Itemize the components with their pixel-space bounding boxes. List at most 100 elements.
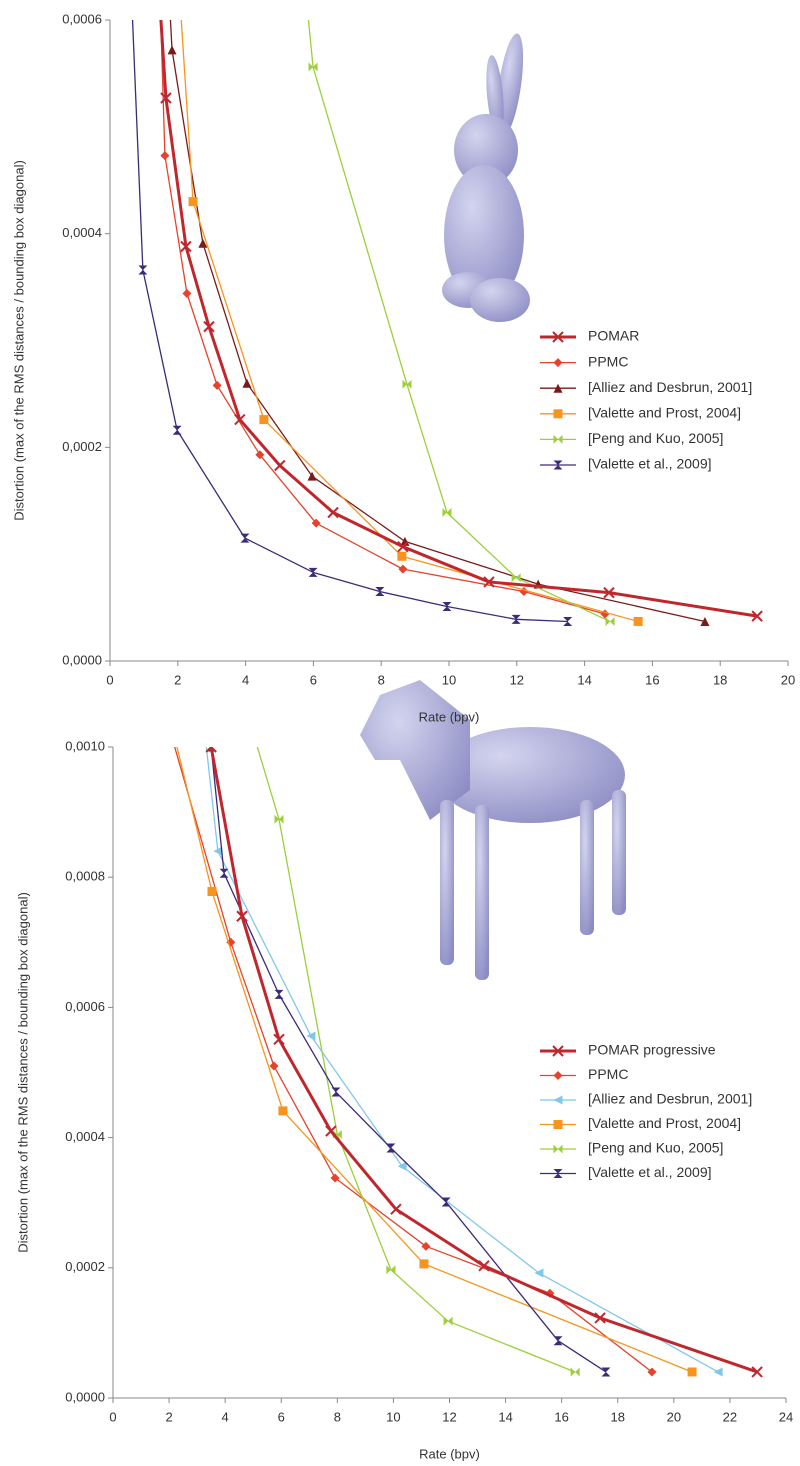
marker bbox=[402, 379, 412, 389]
legend-label: [Peng and Kuo, 2005] bbox=[588, 1140, 723, 1156]
marker bbox=[240, 533, 250, 543]
marker bbox=[242, 378, 252, 388]
x-tick-label: 12 bbox=[510, 672, 524, 687]
marker bbox=[274, 459, 286, 472]
legend-label: [Alliez and Desbrun, 2001] bbox=[588, 379, 752, 395]
series-line bbox=[307, 20, 611, 623]
marker bbox=[243, 710, 252, 719]
marker bbox=[327, 506, 339, 519]
marker bbox=[553, 383, 563, 393]
marker bbox=[375, 587, 385, 597]
x-tick-label: 24 bbox=[779, 1409, 793, 1424]
marker bbox=[398, 564, 408, 574]
marker bbox=[167, 45, 177, 55]
series-line bbox=[174, 747, 653, 1373]
x-tick-label: 6 bbox=[278, 1409, 285, 1424]
marker bbox=[180, 240, 192, 253]
marker bbox=[519, 587, 529, 597]
marker bbox=[198, 710, 207, 719]
legend-label: POMAR bbox=[588, 328, 639, 344]
legend-label: PPMC bbox=[588, 1066, 628, 1082]
marker bbox=[311, 518, 321, 528]
chart: 0 2 4 6 8 10 12 14 16 18 20 0,0000 0,0002 0,0004 0,000… bbox=[11, 11, 795, 724]
marker bbox=[553, 358, 563, 368]
marker bbox=[553, 1120, 563, 1129]
marker bbox=[713, 1367, 723, 1377]
y-tick-label: 0,0002 bbox=[62, 439, 102, 454]
marker bbox=[198, 238, 208, 248]
marker bbox=[594, 1312, 606, 1324]
plot-area bbox=[131, 20, 763, 626]
x-tick-label: 8 bbox=[334, 1409, 341, 1424]
x-tick-label: 4 bbox=[222, 1409, 229, 1424]
marker bbox=[563, 616, 573, 626]
marker bbox=[443, 1316, 453, 1326]
marker bbox=[160, 151, 170, 161]
legend-label: [Valette et al., 2009] bbox=[588, 456, 712, 472]
marker bbox=[160, 92, 172, 104]
marker bbox=[511, 573, 521, 583]
marker bbox=[605, 616, 615, 626]
x-tick-label: 14 bbox=[498, 1409, 512, 1424]
marker bbox=[534, 1268, 544, 1278]
series-line bbox=[256, 747, 576, 1373]
marker bbox=[553, 1071, 563, 1080]
marker bbox=[419, 1259, 429, 1269]
marker bbox=[421, 1241, 431, 1251]
marker bbox=[751, 610, 763, 622]
marker bbox=[138, 265, 148, 275]
horse-render bbox=[360, 680, 626, 980]
marker bbox=[647, 1367, 657, 1377]
marker bbox=[601, 1367, 611, 1377]
marker bbox=[553, 1144, 563, 1154]
marker bbox=[442, 602, 452, 612]
marker bbox=[441, 1197, 451, 1207]
y-tick-label: 0,0000 bbox=[62, 652, 102, 667]
marker bbox=[278, 1106, 288, 1116]
x-tick-label: 18 bbox=[713, 672, 727, 687]
legend-label: [Valette et al., 2009] bbox=[588, 1164, 712, 1180]
x-tick-label: 4 bbox=[242, 672, 249, 687]
marker bbox=[700, 616, 710, 626]
bunny-render bbox=[442, 33, 530, 322]
marker bbox=[306, 1031, 316, 1041]
marker bbox=[307, 471, 317, 481]
legend-label: POMAR progressive bbox=[588, 1042, 716, 1058]
marker bbox=[553, 460, 563, 470]
x-tick-label: 0 bbox=[109, 1409, 116, 1424]
marker bbox=[483, 576, 495, 588]
y-tick-label: 0,0000 bbox=[65, 1389, 105, 1404]
marker bbox=[165, 723, 174, 732]
x-tick-label: 10 bbox=[386, 1409, 400, 1424]
marker bbox=[213, 846, 223, 856]
y-axis-title: Distortion (max of the RMS distances / b… bbox=[15, 892, 30, 1253]
marker bbox=[259, 415, 269, 425]
marker bbox=[331, 1087, 341, 1097]
y-tick-label: 0,0008 bbox=[65, 869, 105, 884]
x-tick-label: 16 bbox=[645, 672, 659, 687]
x-axis-title: Rate (bpv) bbox=[419, 709, 480, 724]
series-line bbox=[159, 20, 758, 618]
marker bbox=[397, 551, 407, 561]
marker bbox=[234, 413, 246, 426]
series-line bbox=[205, 747, 719, 1373]
x-tick-label: 16 bbox=[554, 1409, 568, 1424]
legend-label: PPMC bbox=[588, 353, 628, 369]
marker bbox=[330, 1173, 340, 1183]
x-tick-label: 20 bbox=[667, 1409, 681, 1424]
marker bbox=[386, 1143, 396, 1153]
x-tick-label: 14 bbox=[577, 672, 591, 687]
x-tick-label: 18 bbox=[611, 1409, 625, 1424]
marker bbox=[219, 868, 229, 878]
chart: 0 2 4 6 8 10 12 14 16 18 20 22 240,00000,00020,00040… bbox=[15, 710, 793, 1461]
marker bbox=[553, 1169, 563, 1178]
marker bbox=[172, 425, 182, 435]
marker bbox=[308, 62, 318, 72]
marker bbox=[553, 1336, 563, 1346]
marker bbox=[236, 910, 248, 922]
marker bbox=[751, 1366, 763, 1378]
x-tick-label: 6 bbox=[310, 672, 317, 687]
marker bbox=[203, 320, 215, 333]
marker bbox=[553, 434, 563, 444]
